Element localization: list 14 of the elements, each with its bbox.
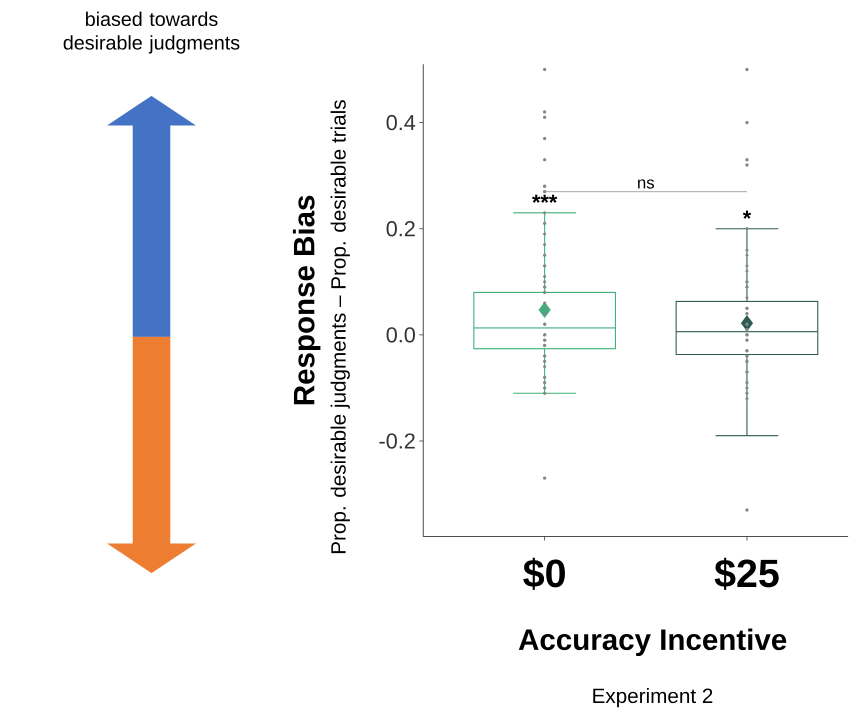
text: Prop. desirable judgments – Prop. desirable trials	[330, 100, 350, 553]
text: Experiment 2	[593, 688, 712, 708]
y-tick-label: -0.2	[379, 433, 415, 448]
annotation: ns	[638, 179, 654, 188]
y-tick-label: 0.0	[386, 327, 415, 342]
text: biased towards desirable judgments	[64, 11, 240, 54]
annotation: *	[742, 210, 752, 219]
y-tick-label: 0.4	[386, 114, 416, 130]
x-axis-title: Accuracy Incentive	[518, 628, 786, 656]
y-tick-label: 0.2	[386, 220, 415, 236]
x-tick-label: $25	[714, 558, 779, 590]
annotation: ***	[532, 194, 558, 203]
y-axis-title: Response Bias	[292, 196, 320, 404]
x-tick-label: $0	[523, 558, 565, 590]
